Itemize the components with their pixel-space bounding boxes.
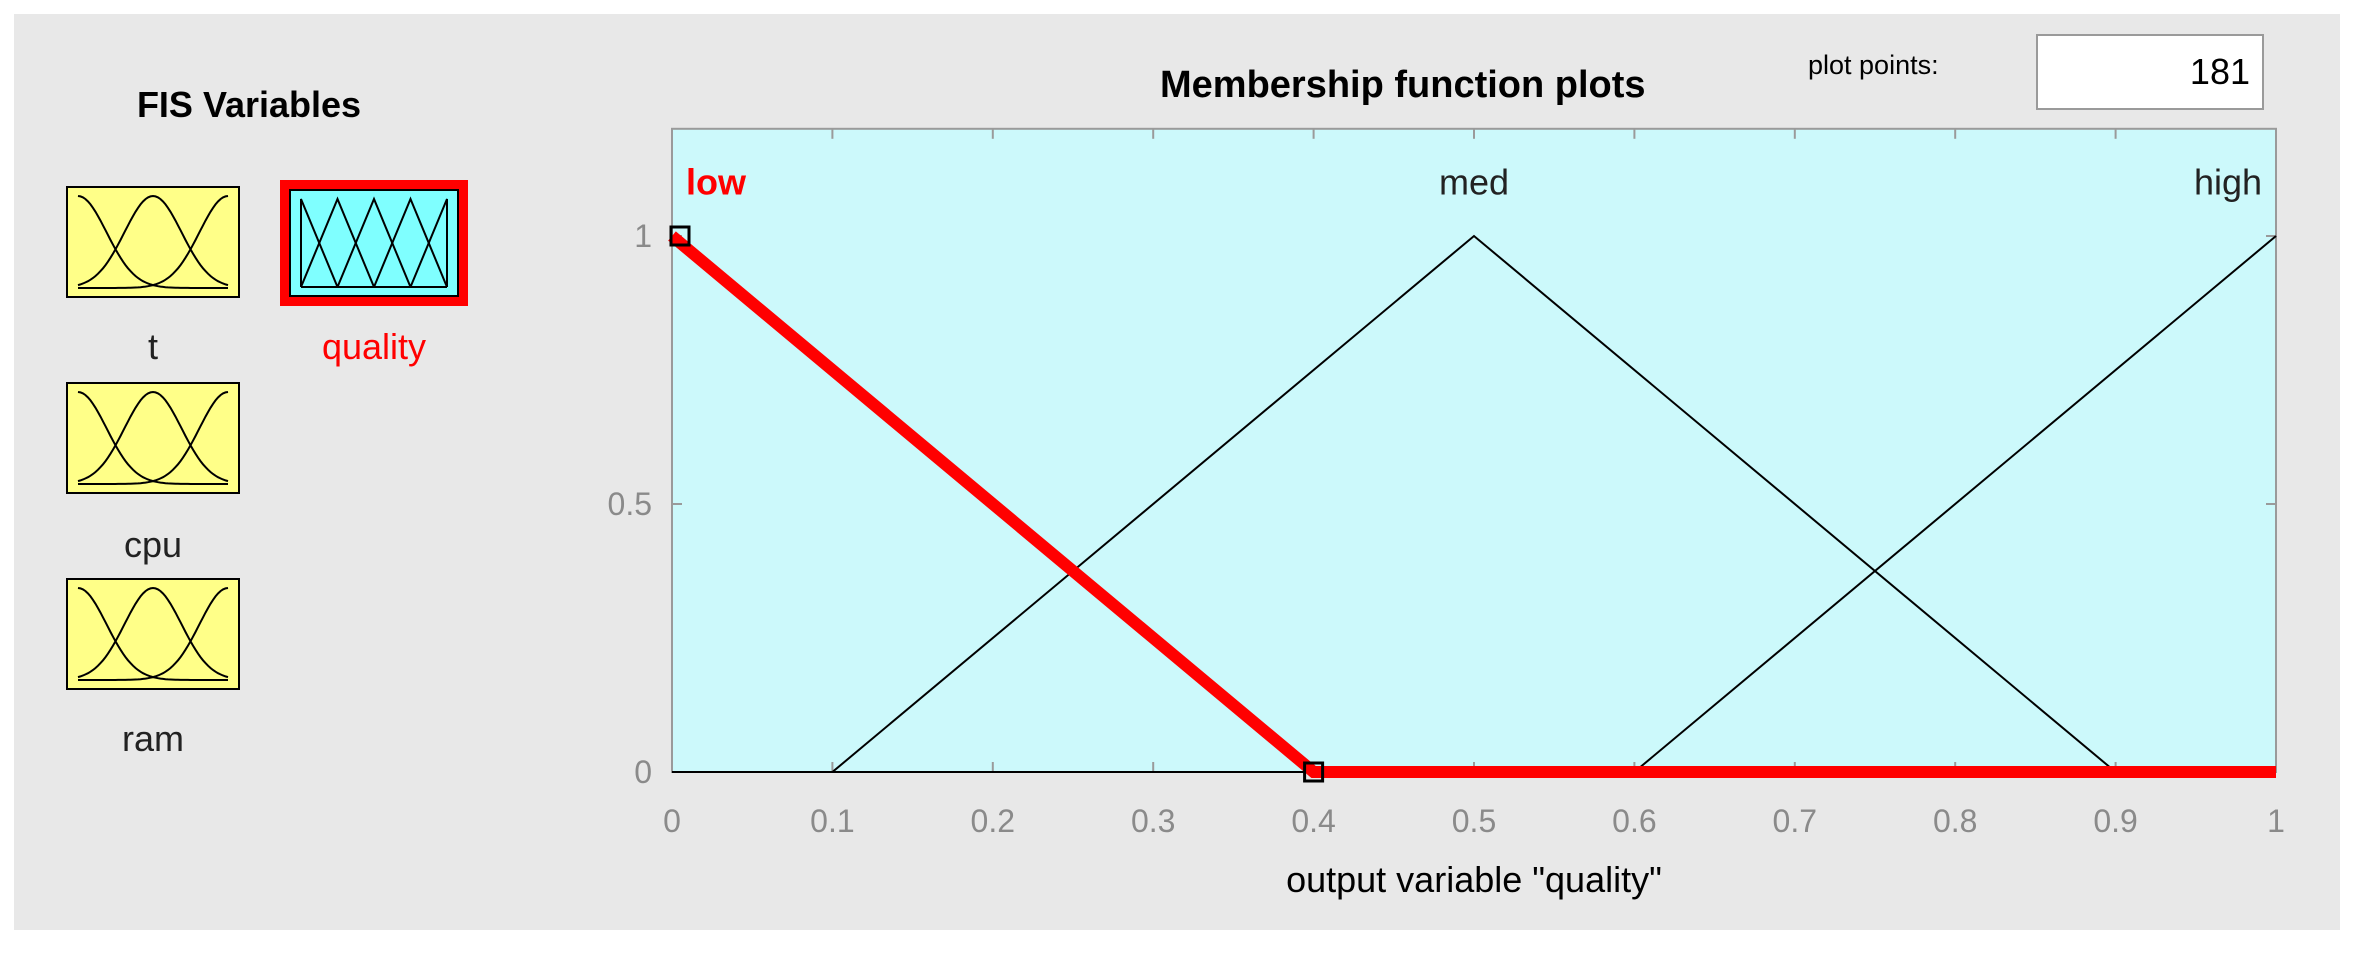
x-tick-label: 0.5 [1452, 803, 1496, 839]
variable-label-t: t [147, 326, 158, 367]
membership-curves-icon [66, 186, 240, 298]
fis-variables-title: FIS Variables [136, 84, 362, 125]
x-tick-label: 0.2 [971, 803, 1015, 839]
x-tick-label: 0.7 [1773, 803, 1817, 839]
plot-points-input[interactable] [2036, 34, 2264, 110]
variable-label-quality: quality [321, 326, 427, 367]
mf-handle[interactable] [669, 225, 691, 247]
x-axis-label: output variable "quality" [1286, 859, 1662, 900]
x-tick-label: 0.8 [1933, 803, 1977, 839]
variable-tile-t[interactable] [66, 186, 240, 298]
x-tick-label: 0.1 [810, 803, 854, 839]
mf-label-low[interactable]: low [686, 161, 747, 202]
mf-label-high[interactable]: high [2194, 161, 2262, 202]
x-tick-label: 1 [2267, 803, 2285, 839]
x-tick-label: 0.6 [1612, 803, 1656, 839]
plot-title: Membership function plots [1160, 64, 1646, 106]
variable-tile-quality[interactable] [280, 180, 468, 306]
mf-label-med[interactable]: med [1439, 161, 1509, 202]
y-tick-label: 1 [634, 218, 652, 254]
variable-label-ram: ram [122, 718, 184, 759]
membership-curves-icon [280, 180, 468, 306]
plot-area[interactable] [671, 127, 2277, 774]
mf-handle[interactable] [1303, 761, 1325, 783]
plot-points-label: plot points: [1808, 50, 1939, 80]
mf-curve-low[interactable] [668, 231, 2276, 778]
variable-tile-ram[interactable] [66, 578, 240, 690]
y-tick-label: 0.5 [608, 486, 652, 522]
x-tick-label: 0 [663, 803, 681, 839]
y-tick-label: 0 [634, 754, 652, 790]
x-tick-label: 0.9 [2093, 803, 2137, 839]
membership-curves-icon [66, 578, 240, 690]
membership-curves-icon [66, 382, 240, 494]
x-tick-label: 0.4 [1291, 803, 1335, 839]
x-tick-label: 0.3 [1131, 803, 1175, 839]
variable-tile-cpu[interactable] [66, 382, 240, 494]
variable-label-cpu: cpu [123, 524, 183, 565]
